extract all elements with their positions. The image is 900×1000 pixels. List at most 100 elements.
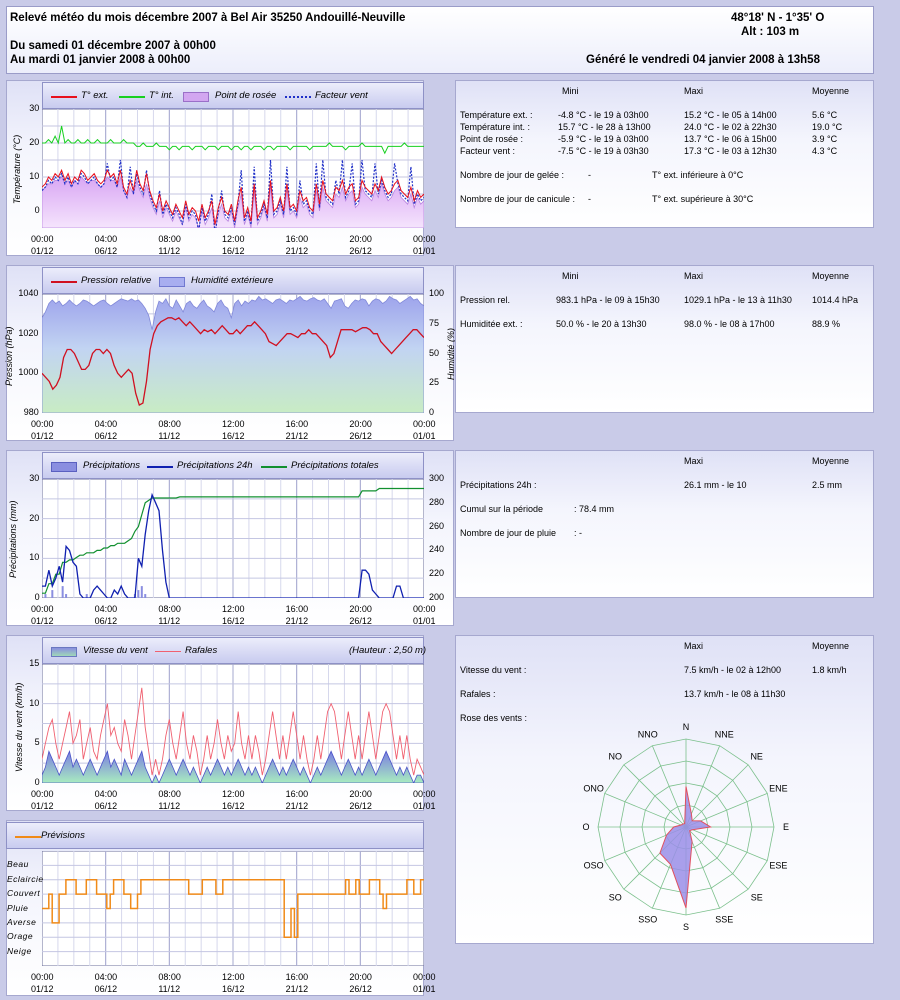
- rose-spoke: [685, 826, 749, 890]
- y-tick: 5: [34, 737, 40, 748]
- forecast-legend: Prévisions: [6, 822, 424, 849]
- legend-dewpoint: Point de rosée: [215, 90, 277, 101]
- x-tick-time: 00:00: [413, 419, 436, 429]
- x-tick-date: 06/12: [94, 616, 118, 626]
- y-tick-right: 220: [429, 568, 445, 579]
- temp-row-max: 24.0 °C - le 02 à 22h30: [684, 122, 777, 132]
- x-tick-date: 01/12: [31, 801, 54, 811]
- temperature-stats-panel: Mini Maxi Moyenne Température ext. : -4.8…: [455, 80, 874, 228]
- legend-swatch-dewpoint: [183, 92, 209, 102]
- legend-gust: Rafales: [185, 645, 218, 656]
- temp-header-max: Maxi: [684, 86, 704, 96]
- x-tick-date: 06/12: [94, 246, 118, 256]
- x-tick-time: 00:00: [31, 972, 54, 982]
- y-tick: 20: [29, 137, 40, 147]
- legend-forecast: Prévisions: [41, 830, 85, 841]
- x-tick-time: 04:00: [94, 419, 118, 429]
- pressure-ylabel: Pression (hPa): [4, 326, 14, 386]
- x-tick-date: 01/12: [31, 616, 54, 626]
- temp-row-label: Point de rosée :: [460, 134, 524, 144]
- rain-header-max: Maxi: [684, 456, 704, 466]
- legend-ext-temp: T° ext.: [81, 90, 109, 101]
- y-tick-right: 260: [429, 520, 445, 531]
- temp-row-label: Température int. :: [460, 122, 531, 132]
- x-tick-time: 04:00: [94, 789, 118, 799]
- x-tick-date: 21/12: [285, 984, 309, 994]
- rain24h-avg: 2.5 mm: [812, 480, 843, 490]
- legend-swatch-humidity: [159, 277, 185, 287]
- x-tick-date: 16/12: [222, 984, 245, 994]
- temp-header-min: Mini: [562, 86, 579, 96]
- forecast-svg: [42, 851, 424, 966]
- rain-header-avg: Moyenne: [812, 456, 850, 466]
- pressure-legend: Pression relative Humidité extérieure: [42, 267, 424, 294]
- rain-bar: [65, 594, 68, 598]
- legend-swatch-windchill: [285, 96, 311, 98]
- x-tick-date: 21/12: [285, 616, 309, 626]
- report-header: Relevé météo du mois décembre 2007 à Bel…: [6, 6, 874, 74]
- x-tick-time: 00:00: [31, 419, 54, 429]
- wind-legend: Vitesse du vent Rafales (Hauteur : 2,50 …: [42, 637, 426, 664]
- rose-direction-label: ENE: [769, 784, 788, 794]
- rose-direction-label: SE: [751, 893, 763, 903]
- rose-direction-label: SO: [609, 893, 622, 903]
- legend-swatch-wind: [51, 647, 77, 657]
- rain-bar: [144, 594, 147, 598]
- wind-header-max: Maxi: [684, 641, 704, 651]
- x-tick-date: 26/12: [349, 616, 372, 626]
- rose-direction-label: O: [582, 822, 589, 832]
- forecast-category-label: Pluie: [7, 902, 29, 913]
- x-tick-date: 11/12: [158, 616, 181, 626]
- y-tick: 15: [29, 658, 40, 668]
- forecast-category-label: Orage: [7, 931, 34, 942]
- rain-legend: Précipitations Précipitations 24h Précip…: [42, 452, 424, 479]
- x-tick-time: 20:00: [349, 419, 372, 429]
- y-tick: 0: [34, 205, 40, 215]
- x-tick-time: 00:00: [413, 604, 436, 614]
- y-tick-right: 300: [429, 473, 445, 483]
- y-tick: 30: [29, 473, 40, 483]
- temp-row-max: 15.2 °C - le 05 à 14h00: [684, 110, 777, 120]
- rose-direction-label: SSE: [715, 914, 733, 924]
- legend-rain-total: Précipitations totales: [291, 460, 379, 471]
- series-pressure: [42, 316, 424, 407]
- pressure-svg: [42, 294, 424, 413]
- y-tick-right: 50: [429, 347, 440, 358]
- temp-row-avg: 4.3 °C: [812, 146, 838, 156]
- humidity-row-max: 98.0 % - le 08 à 17h00: [684, 319, 775, 329]
- legend-swatch-pressure: [51, 281, 77, 283]
- y-tick: 30: [29, 103, 40, 113]
- x-tick-date: 11/12: [158, 431, 181, 441]
- legend-rain: Précipitations: [83, 460, 141, 471]
- rose-direction-label: SSO: [638, 914, 657, 924]
- legend-humidity: Humidité extérieure: [191, 275, 274, 286]
- y-tick-right: 280: [429, 496, 445, 507]
- legend-rain24h: Précipitations 24h: [177, 460, 253, 471]
- x-tick-date: 01/12: [31, 246, 54, 256]
- legend-wind: Vitesse du vent: [83, 645, 148, 656]
- series-humidity: [42, 295, 424, 413]
- rain-bar: [51, 590, 54, 598]
- pressure-row-min: 983.1 hPa - le 09 à 15h30: [556, 295, 660, 305]
- rain-bar: [137, 590, 140, 598]
- legend-swatch-forecast: [15, 836, 41, 838]
- y-tick: 0: [34, 592, 40, 602]
- temp-row-min: -5.9 °C - le 19 à 03h00: [558, 134, 649, 144]
- humidity-row-label: Humiditée ext. :: [460, 319, 523, 329]
- x-tick-date: 01/01: [413, 801, 436, 811]
- wind-speed-max: 7.5 km/h - le 02 à 12h00: [684, 665, 782, 675]
- pressure-header-avg: Moyenne: [812, 271, 850, 281]
- x-tick-time: 08:00: [158, 972, 181, 982]
- generated-date: Généré le vendredi 04 janvier 2008 à 13h…: [586, 54, 820, 66]
- x-tick-time: 08:00: [158, 419, 181, 429]
- altitude: Alt : 103 m: [741, 26, 800, 38]
- rose-direction-label: NNE: [715, 730, 734, 740]
- forecast-category-label: Eclaircie: [7, 873, 44, 884]
- x-tick-time: 12:00: [222, 789, 245, 799]
- legend-swatch-ext-temp: [51, 96, 77, 98]
- y-tick: 1000: [18, 367, 39, 378]
- rose-direction-label: S: [683, 922, 689, 932]
- heat-days-note: T° ext. supérieure à 30°C: [652, 194, 754, 204]
- x-tick-time: 12:00: [222, 972, 245, 982]
- legend-swatch-rain: [51, 462, 77, 472]
